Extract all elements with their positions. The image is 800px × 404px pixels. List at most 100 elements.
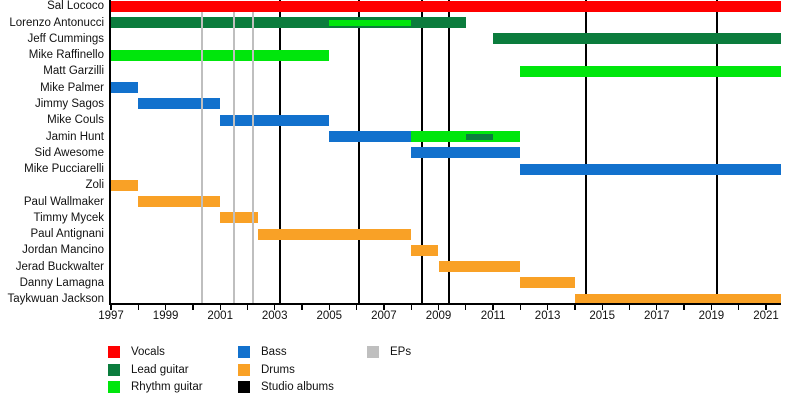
axis-tick — [383, 305, 385, 310]
axis-tick-label: 2005 — [316, 310, 343, 322]
axis-tick-label: 2017 — [644, 310, 670, 322]
timeline-bar — [138, 98, 221, 110]
legend-swatch-vocals — [108, 346, 120, 358]
timeline-bar — [411, 244, 439, 256]
axis-tick-label: 2001 — [207, 310, 233, 322]
legend-swatch-rhythm-guitar — [108, 381, 120, 393]
axis-tick — [328, 305, 330, 310]
axis-tick-label: 2009 — [425, 310, 452, 322]
axis-tick-label: 1997 — [98, 310, 124, 322]
axis-tick — [628, 305, 631, 310]
axis-tick-label: 2007 — [371, 310, 397, 322]
legend-label-drums: Drums — [261, 363, 295, 376]
ep-line — [251, 12, 254, 304]
axis-tick-label: 2021 — [753, 310, 779, 322]
member-label: Jimmy Sagos — [34, 97, 104, 110]
timeline-bar — [220, 114, 330, 126]
timeline-bar — [329, 131, 412, 142]
timeline-bar — [493, 33, 781, 45]
timeline-bar — [220, 212, 259, 224]
legend-label-lead-guitar: Lead guitar — [131, 363, 189, 376]
axis-tick-label: 2011 — [480, 310, 506, 322]
axis-tick — [246, 305, 249, 310]
axis-tick — [110, 305, 112, 310]
ep-line — [232, 12, 235, 304]
member-label: Timmy Mycek — [33, 211, 104, 224]
axis-tick — [683, 305, 685, 310]
studio-album-line — [358, 0, 361, 304]
axis-tick — [546, 305, 549, 310]
axis-tick — [492, 305, 494, 310]
axis-tick-label: 2019 — [698, 310, 725, 322]
axis-tick — [192, 305, 194, 310]
timeline-bar — [258, 228, 412, 240]
axis-tick — [164, 305, 167, 310]
member-label: Sid Awesome — [34, 146, 104, 159]
legend-label-studio-albums: Studio albums — [261, 381, 334, 393]
axis-tick — [710, 305, 713, 310]
member-label: Mike Pucciarelli — [24, 163, 104, 175]
timeline-overlay-bar — [465, 133, 494, 140]
axis-tick — [301, 305, 303, 310]
axis-tick — [574, 305, 576, 310]
legend-swatch-bass — [238, 346, 250, 358]
member-label: Paul Antignani — [30, 228, 104, 241]
member-label: Lorenzo Antonucci — [9, 16, 104, 29]
axis-tick — [137, 305, 139, 310]
member-label: Sal Lococo — [47, 0, 104, 13]
axis-tick — [437, 305, 440, 310]
legend-swatch-lead-guitar — [108, 363, 120, 376]
axis-tick — [465, 305, 467, 310]
legend-label-bass: Bass — [261, 346, 287, 358]
y-axis-line — [109, 0, 111, 305]
member-label: Taykwuan Jackson — [7, 293, 104, 306]
axis-tick — [355, 305, 358, 310]
timeline-bar — [574, 293, 781, 305]
member-label: Mike Palmer — [40, 81, 104, 94]
legend-label-rhythm-guitar: Rhythm guitar — [131, 381, 203, 393]
legend-label-vocals: Vocals — [131, 346, 165, 358]
member-label: Danny Lamagna — [19, 276, 104, 289]
timeline-bar — [520, 65, 781, 77]
member-label: Matt Garzilli — [43, 65, 104, 78]
axis-tick — [656, 305, 658, 310]
timeline-bar — [111, 179, 139, 191]
ep-line — [201, 12, 204, 304]
axis-tick-label: 1999 — [152, 310, 179, 322]
member-label: Mike Couls — [47, 114, 104, 127]
member-label: Jerad Buckwalter — [15, 260, 104, 273]
timeline-bar — [138, 196, 221, 207]
studio-album-line — [279, 0, 282, 304]
studio-album-line — [715, 0, 718, 304]
legend-label-eps: EPs — [390, 346, 412, 358]
timeline-overlay-bar — [329, 19, 412, 26]
timeline-bar — [411, 147, 521, 159]
legend-swatch-drums — [238, 363, 250, 376]
axis-tick — [274, 305, 276, 310]
axis-tick — [738, 305, 740, 310]
member-label: Zoli — [85, 179, 104, 192]
axis-tick — [765, 305, 767, 310]
timeline-bar — [520, 163, 781, 175]
x-axis-line — [109, 303, 781, 305]
axis-tick-label: 2015 — [589, 310, 615, 322]
member-label: Jordan Mancino — [22, 244, 104, 257]
axis-tick-label: 2003 — [261, 310, 288, 322]
timeline-bar — [520, 277, 575, 289]
axis-tick — [519, 305, 521, 310]
timeline-bar — [111, 0, 781, 12]
legend-swatch-eps — [367, 346, 379, 358]
member-label: Paul Wallmaker — [23, 195, 104, 208]
axis-tick-label: 2013 — [534, 310, 561, 322]
timeline-bar — [438, 261, 521, 273]
axis-tick — [410, 305, 412, 310]
axis-tick — [601, 305, 603, 310]
timeline-bar — [411, 131, 521, 142]
member-label: Jamin Hunt — [45, 130, 104, 143]
timeline-bar — [111, 82, 139, 94]
member-label: Mike Raffinello — [28, 49, 104, 62]
legend-swatch-studio-albums — [238, 381, 250, 393]
axis-tick — [219, 305, 221, 310]
timeline-bar — [111, 49, 330, 61]
